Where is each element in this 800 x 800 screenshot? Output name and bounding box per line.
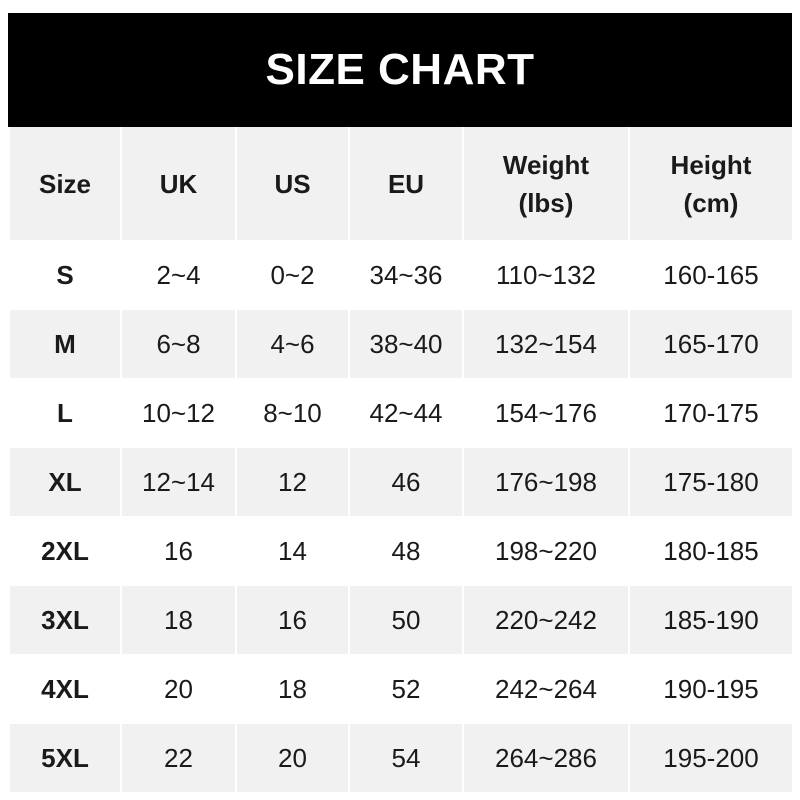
cell-size: XL <box>8 447 122 517</box>
cell-size: M <box>8 309 122 379</box>
cell-size: 2XL <box>8 516 122 586</box>
header-label: EU <box>387 168 425 199</box>
cell-us: 8~10 <box>235 378 350 448</box>
cell-height: 190-195 <box>628 654 794 724</box>
cell-eu: 54 <box>348 723 464 792</box>
cell-weight: 154~176 <box>462 378 630 448</box>
cell-eu: 38~40 <box>348 309 464 379</box>
cell-us: 18 <box>235 654 350 724</box>
cell-height: 175-180 <box>628 447 794 517</box>
cell-eu: 50 <box>348 585 464 655</box>
table-row: M 6~8 4~6 38~40 132~154 165-170 <box>8 309 794 379</box>
cell-uk: 6~8 <box>120 309 237 379</box>
cell-us: 0~2 <box>235 240 350 310</box>
header-label: Height <box>670 149 752 180</box>
table-row: S 2~4 0~2 34~36 110~132 160-165 <box>8 240 794 310</box>
header-us: US <box>235 127 350 241</box>
header-label: Weight <box>502 149 590 180</box>
cell-us: 20 <box>235 723 350 792</box>
cell-us: 12 <box>235 447 350 517</box>
size-table: Size UK US EU Weight (lbs) Height (cm) S 2~4 0~2 3… <box>8 127 794 792</box>
cell-weight: 264~286 <box>462 723 630 792</box>
cell-weight: 110~132 <box>462 240 630 310</box>
cell-eu: 34~36 <box>348 240 464 310</box>
cell-height: 165-170 <box>628 309 794 379</box>
table-row: 4XL 20 18 52 242~264 190-195 <box>8 654 794 724</box>
header-size: Size <box>8 127 122 241</box>
size-chart: SIZE CHART Size UK US EU Weight (lbs) Height (c… <box>8 13 794 792</box>
header-eu: EU <box>348 127 464 241</box>
cell-weight: 198~220 <box>462 516 630 586</box>
cell-weight: 220~242 <box>462 585 630 655</box>
table-row: L 10~12 8~10 42~44 154~176 170-175 <box>8 378 794 448</box>
chart-title: SIZE CHART <box>8 13 792 127</box>
cell-height: 185-190 <box>628 585 794 655</box>
header-label: Size <box>38 168 92 199</box>
header-label: UK <box>159 168 198 199</box>
header-row: Size UK US EU Weight (lbs) Height (cm) <box>8 127 794 241</box>
header-uk: UK <box>120 127 237 241</box>
cell-uk: 18 <box>120 585 237 655</box>
cell-eu: 46 <box>348 447 464 517</box>
cell-height: 170-175 <box>628 378 794 448</box>
cell-uk: 10~12 <box>120 378 237 448</box>
cell-uk: 2~4 <box>120 240 237 310</box>
header-label: (lbs) <box>518 187 574 218</box>
cell-uk: 20 <box>120 654 237 724</box>
cell-eu: 48 <box>348 516 464 586</box>
cell-us: 14 <box>235 516 350 586</box>
cell-weight: 132~154 <box>462 309 630 379</box>
table-row: 2XL 16 14 48 198~220 180-185 <box>8 516 794 586</box>
cell-us: 4~6 <box>235 309 350 379</box>
table-row: XL 12~14 12 46 176~198 175-180 <box>8 447 794 517</box>
header-label: US <box>274 168 311 199</box>
cell-uk: 22 <box>120 723 237 792</box>
table-row: 3XL 18 16 50 220~242 185-190 <box>8 585 794 655</box>
cell-size: 5XL <box>8 723 122 792</box>
cell-eu: 42~44 <box>348 378 464 448</box>
header-weight: Weight (lbs) <box>462 127 630 241</box>
cell-height: 160-165 <box>628 240 794 310</box>
header-label: (cm) <box>683 187 739 218</box>
cell-eu: 52 <box>348 654 464 724</box>
cell-us: 16 <box>235 585 350 655</box>
cell-weight: 242~264 <box>462 654 630 724</box>
cell-size: L <box>8 378 122 448</box>
cell-uk: 12~14 <box>120 447 237 517</box>
header-height: Height (cm) <box>628 127 794 241</box>
cell-size: 4XL <box>8 654 122 724</box>
table-row: 5XL 22 20 54 264~286 195-200 <box>8 723 794 792</box>
cell-weight: 176~198 <box>462 447 630 517</box>
cell-height: 180-185 <box>628 516 794 586</box>
cell-height: 195-200 <box>628 723 794 792</box>
cell-size: 3XL <box>8 585 122 655</box>
cell-size: S <box>8 240 122 310</box>
cell-uk: 16 <box>120 516 237 586</box>
